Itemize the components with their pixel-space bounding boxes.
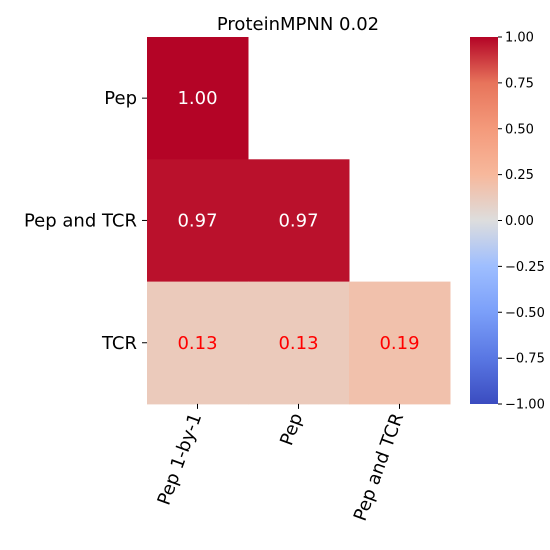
colorbar-tick-label: 0.25 — [505, 168, 534, 183]
heatmap-cell — [147, 281, 249, 405]
row-label: TCR — [101, 333, 137, 354]
cell-value-label: 0.13 — [177, 333, 217, 354]
column-label: Pep — [276, 410, 307, 448]
colorbar-tick-label: 1.00 — [505, 31, 534, 46]
colorbar-ticks: 1.00 0.75 0.50 0.25 0.00 −0.25 −0.50 −0.75 −1.00 — [498, 31, 545, 413]
column-label: Pep 1-by-1 — [154, 410, 207, 507]
colorbar-tick-label: −0.50 — [505, 306, 545, 321]
cell-value-label: 0.19 — [379, 333, 419, 354]
heatmap-cell — [349, 281, 451, 405]
colorbar-tick-label: −1.00 — [505, 398, 545, 413]
colorbar-tick-label: −0.75 — [505, 352, 545, 367]
heatmap-cells: 1.00 0.97 0.97 0.13 0.13 0.19 — [147, 37, 451, 405]
cell-value-label: 0.97 — [177, 210, 217, 231]
column-labels: Pep 1-by-1 Pep Pep and TCR — [154, 403, 408, 524]
colorbar-tick-label: 0.50 — [505, 122, 534, 137]
cell-value-label: 1.00 — [177, 88, 217, 109]
column-label: Pep and TCR — [350, 410, 408, 523]
row-label: Pep — [104, 88, 137, 109]
row-label: Pep and TCR — [24, 210, 137, 231]
heatmap-cell — [248, 159, 350, 283]
heatmap-cell — [147, 37, 249, 160]
colorbar-tick-label: 0.00 — [505, 214, 534, 229]
heatmap-cell — [147, 159, 249, 283]
cell-value-label: 0.13 — [278, 333, 318, 354]
colorbar-tick-label: 0.75 — [505, 76, 534, 91]
heatmap-cell — [248, 281, 350, 405]
cell-value-label: 0.97 — [278, 210, 318, 231]
chart-title: ProteinMPNN 0.02 — [217, 14, 379, 35]
colorbar-tick-label: −0.25 — [505, 260, 545, 275]
colorbar — [470, 37, 498, 404]
row-labels: Pep Pep and TCR TCR — [24, 88, 147, 354]
